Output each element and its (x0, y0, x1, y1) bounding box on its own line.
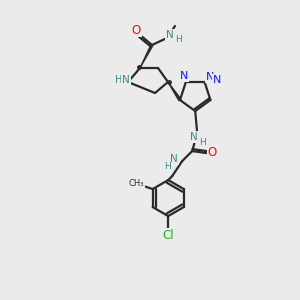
Text: CH₃: CH₃ (129, 178, 144, 188)
Text: N: N (206, 72, 214, 82)
Text: H: H (199, 138, 206, 147)
Text: Cl: Cl (162, 229, 174, 242)
Text: N: N (122, 75, 130, 85)
Polygon shape (140, 44, 153, 68)
Text: N: N (166, 30, 174, 40)
Text: N: N (170, 154, 178, 164)
Text: H: H (115, 75, 123, 85)
Text: H: H (164, 162, 171, 171)
Text: O: O (208, 146, 217, 159)
Text: N: N (212, 75, 221, 85)
Text: N: N (180, 71, 188, 81)
Polygon shape (168, 82, 181, 101)
Text: O: O (131, 23, 141, 37)
Text: H: H (175, 34, 182, 43)
Text: N: N (190, 132, 198, 142)
